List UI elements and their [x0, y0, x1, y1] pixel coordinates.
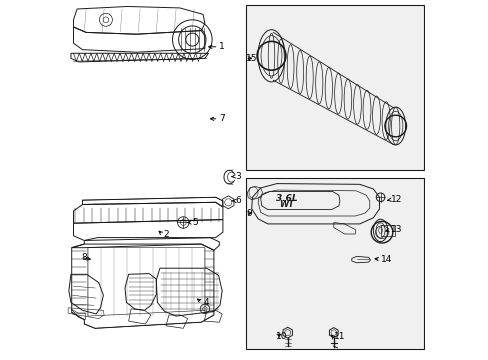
Text: 5: 5	[192, 218, 198, 227]
Bar	[380, 225, 394, 236]
Text: WT: WT	[279, 200, 294, 209]
Text: 7: 7	[219, 114, 224, 123]
Text: 3: 3	[235, 172, 241, 181]
Text: 3.6L: 3.6L	[276, 194, 297, 203]
Text: 9: 9	[245, 208, 251, 217]
Text: 13: 13	[390, 225, 402, 234]
Text: 1: 1	[219, 42, 224, 51]
Text: 11: 11	[333, 333, 345, 342]
Bar	[246, 5, 423, 170]
Text: 15: 15	[245, 54, 257, 63]
Bar	[246, 178, 423, 349]
Text: 12: 12	[390, 195, 402, 204]
Text: 4: 4	[203, 298, 208, 307]
Text: 14: 14	[381, 255, 392, 264]
Text: 10: 10	[276, 333, 287, 342]
Text: 2: 2	[163, 230, 169, 239]
Text: 6: 6	[235, 197, 241, 205]
Text: 8: 8	[81, 253, 87, 262]
